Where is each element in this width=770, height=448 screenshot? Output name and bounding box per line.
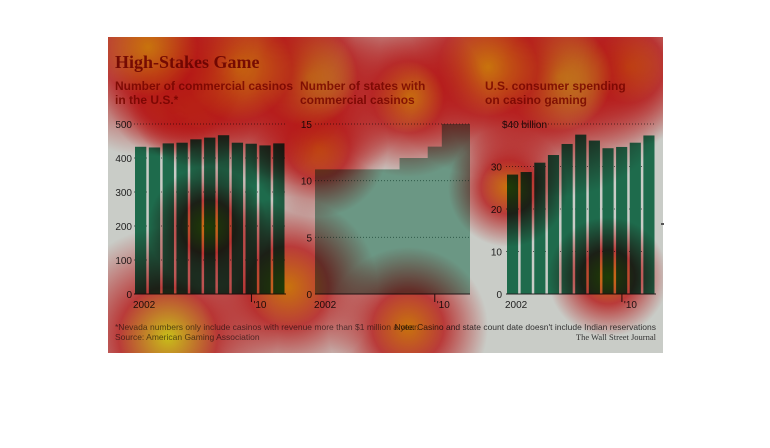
x-tick-label: 2002 [505,300,528,311]
panel-title-line: U.S. consumer spending [485,79,626,93]
bar [204,137,216,294]
bar [629,142,641,294]
chart-canvas: High-Stakes Game Number of commercial ca… [108,37,663,353]
bar [643,135,655,294]
bar [231,142,244,294]
x-tick-label: '10 [437,300,450,311]
y-tick-label: 10 [301,177,313,188]
y-tick-label: 5 [306,233,312,244]
bar [534,162,546,294]
y-tick-label: 300 [115,188,132,199]
y-tick-label: 0 [306,290,312,301]
bar [245,143,257,294]
y-tick-label: 20 [491,205,503,216]
x-tick-label: 2002 [133,300,156,311]
x-tick-label: 2002 [314,300,337,311]
bar [520,172,532,294]
panel-title-line: Number of commercial casinos [115,79,293,93]
panel-title-line: Number of states with [300,79,425,93]
figure-title: High-Stakes Game [115,52,260,72]
note-line: Note: Casino and state count date doesn'… [394,322,656,332]
y-tick-label: 30 [491,163,503,174]
bar [162,143,174,294]
y-tick-label: $40 billion [502,120,547,131]
source-line: Source: American Gaming Association [115,332,260,342]
bar [148,147,161,294]
bar [561,143,573,294]
x-tick-label: '10 [253,300,266,311]
y-tick-label: 0 [126,290,132,301]
bar [135,146,147,294]
bar [259,145,271,294]
y-tick-label: 400 [115,154,132,165]
bar [588,140,600,294]
bar [176,142,188,294]
y-tick-label: 10 [491,248,503,259]
bar [507,174,519,294]
bar [273,143,285,294]
chart-figure: High-Stakes Game Number of commercial ca… [108,37,663,353]
credit-line: The Wall Street Journal [576,332,657,342]
bar [547,155,560,294]
y-tick-label: 100 [115,256,132,267]
panel-title-line: in the U.S.* [115,93,179,107]
y-tick-label: 0 [496,290,502,301]
bar [575,134,587,294]
y-tick-label: 15 [301,120,313,131]
y-tick-label: 200 [115,222,132,233]
bar [190,139,202,294]
x-tick-label: '10 [624,300,637,311]
bar [217,135,230,294]
bar [616,146,628,294]
bar [602,148,614,294]
edge-tick-mark [661,223,664,225]
footnote: *Nevada numbers only include casinos wit… [115,322,419,332]
panel-title-line: commercial casinos [300,93,415,107]
panel-title-line: on casino gaming [485,93,587,107]
y-tick-label: 500 [115,120,132,131]
